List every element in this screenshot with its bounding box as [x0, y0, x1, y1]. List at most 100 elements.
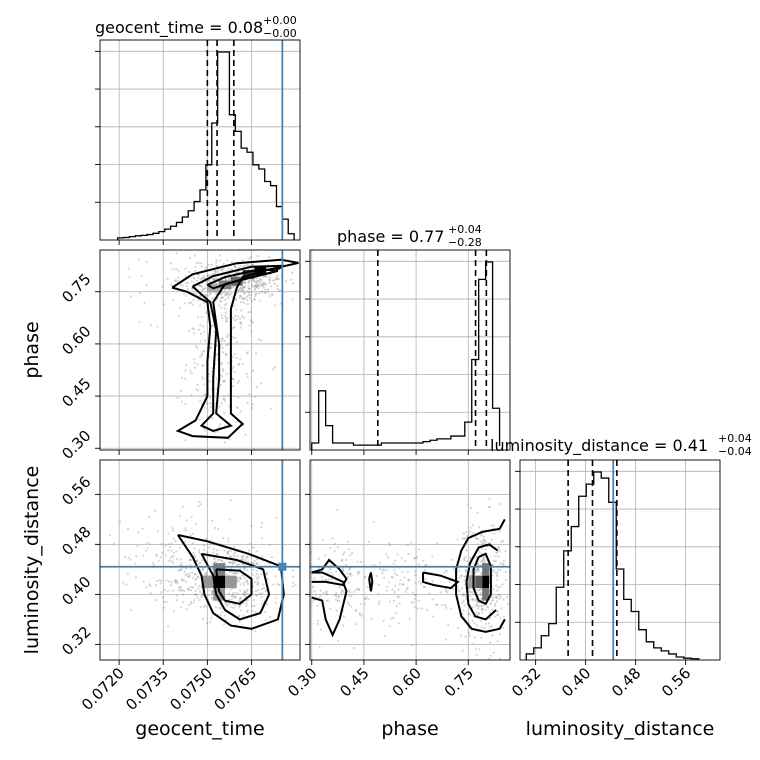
- sample-point: [183, 589, 186, 593]
- sample-point: [223, 289, 227, 292]
- sample-point: [199, 399, 202, 402]
- sample-point: [138, 258, 141, 261]
- sample-point: [184, 377, 187, 380]
- sample-point: [451, 558, 454, 561]
- sample-point: [232, 572, 235, 575]
- sample-point: [254, 630, 257, 633]
- sample-point: [174, 279, 177, 283]
- sample-point: [246, 609, 249, 612]
- sample-point: [468, 634, 471, 637]
- sample-point: [340, 592, 343, 595]
- sample-point: [251, 321, 254, 324]
- sample-point: [200, 262, 203, 265]
- sample-point: [408, 617, 411, 621]
- sample-point: [187, 575, 190, 578]
- sample-point: [175, 252, 178, 255]
- sample-point: [233, 265, 236, 268]
- sample-point: [199, 561, 202, 565]
- sample-point: [179, 606, 182, 609]
- sample-point: [247, 311, 250, 314]
- sample-point: [255, 282, 258, 285]
- sample-point: [494, 615, 497, 618]
- sample-point: [224, 307, 227, 310]
- sample-point: [211, 296, 215, 299]
- sample-point: [464, 597, 468, 600]
- sample-point: [234, 551, 237, 554]
- sample-point: [196, 363, 199, 366]
- sample-point: [252, 568, 255, 571]
- sample-point: [192, 542, 195, 545]
- sample-point: [381, 569, 384, 572]
- sample-point: [201, 559, 204, 562]
- sample-point: [188, 574, 191, 578]
- sample-point: [200, 354, 203, 357]
- sample-point: [264, 610, 267, 614]
- hist-panel-geocent_time: [95, 39, 301, 245]
- grid-lines: [310, 460, 510, 660]
- sample-point: [178, 587, 181, 590]
- sample-point: [397, 588, 400, 591]
- sample-point: [350, 595, 353, 598]
- sample-point: [337, 596, 340, 599]
- sample-point: [248, 287, 251, 290]
- sample-point: [468, 613, 471, 616]
- sample-point: [487, 606, 490, 609]
- sample-point: [260, 283, 263, 286]
- sample-point: [398, 583, 401, 586]
- sample-point: [445, 638, 448, 641]
- sample-point: [170, 560, 173, 563]
- sample-point: [385, 589, 388, 592]
- sample-point: [206, 401, 209, 404]
- sample-point: [473, 622, 476, 625]
- sample-point: [467, 612, 470, 615]
- sample-point: [242, 558, 245, 561]
- sample-point: [138, 320, 141, 323]
- sample-point: [198, 598, 201, 602]
- sample-point: [390, 617, 393, 620]
- sample-point: [257, 284, 260, 288]
- sample-point: [310, 551, 312, 554]
- sample-point: [198, 551, 201, 555]
- sample-point: [465, 571, 468, 575]
- sample-point: [224, 601, 227, 605]
- sample-point: [204, 573, 208, 576]
- sample-point: [206, 266, 209, 270]
- sample-point: [237, 563, 240, 566]
- x-tick-label: 0.56: [658, 664, 694, 700]
- grid-lines: [310, 250, 510, 450]
- sample-point: [274, 601, 277, 604]
- sample-point: [232, 594, 235, 598]
- sample-point: [335, 594, 338, 598]
- sample-point: [337, 639, 340, 642]
- sample-point: [207, 274, 210, 277]
- sample-point: [219, 423, 222, 426]
- sample-point: [393, 591, 396, 594]
- sample-point: [200, 285, 204, 288]
- sample-point: [172, 555, 175, 558]
- contour-line: [191, 264, 285, 432]
- sample-point: [178, 315, 181, 318]
- sample-point: [406, 586, 409, 589]
- sample-point: [210, 616, 213, 619]
- sample-point: [274, 597, 277, 600]
- sample-point: [481, 608, 484, 611]
- sample-point: [414, 581, 417, 584]
- sample-point: [227, 292, 230, 295]
- sample-point: [390, 576, 393, 579]
- sample-point: [149, 323, 152, 327]
- sample-point: [502, 563, 505, 566]
- sample-point: [242, 614, 245, 617]
- sample-point: [483, 539, 486, 543]
- sample-point: [204, 465, 206, 467]
- sample-point: [202, 288, 205, 291]
- sample-point: [467, 631, 470, 635]
- sample-point: [216, 269, 219, 272]
- sample-point: [249, 542, 252, 546]
- sample-point: [239, 609, 242, 612]
- sample-point: [233, 325, 236, 329]
- sample-point: [495, 573, 498, 577]
- sample-point: [256, 280, 259, 283]
- sample-point: [258, 279, 261, 282]
- sample-point: [258, 593, 261, 596]
- sample-point: [462, 592, 465, 595]
